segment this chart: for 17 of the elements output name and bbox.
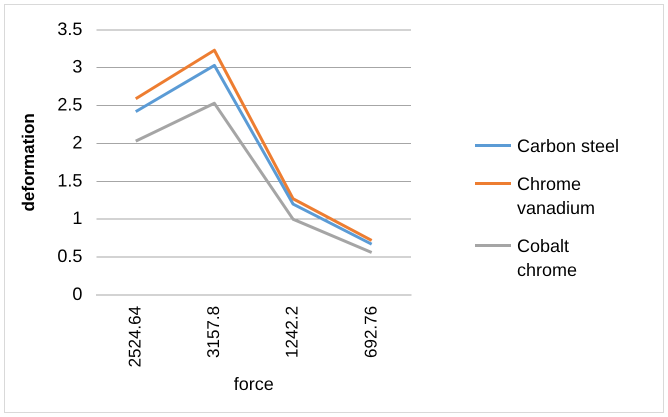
y-tick-label: 1: [72, 208, 82, 228]
y-tick-label: 0: [72, 284, 82, 304]
x-axis-title: force: [234, 374, 274, 394]
x-tick-label: 3157.8: [204, 306, 224, 358]
x-tick-label: 2524.64: [125, 306, 144, 368]
y-tick-label: 3: [72, 56, 82, 77]
legend-label: Carbon steel: [517, 134, 620, 158]
y-tick-label: 1.5: [57, 170, 82, 190]
y-tick-label: 2.5: [57, 94, 82, 115]
legend-label: Chrome vanadium: [517, 172, 596, 220]
y-tick-label: 2: [72, 132, 82, 152]
x-tick-label: 1242.2: [282, 306, 302, 358]
x-tick-label: 692.76: [361, 306, 380, 358]
y-tick-label: 0.5: [57, 246, 82, 266]
y-tick-label: 3.5: [57, 18, 82, 39]
y-axis-title: deformation: [18, 113, 38, 212]
legend-label: Cobalt chrome: [517, 234, 578, 282]
